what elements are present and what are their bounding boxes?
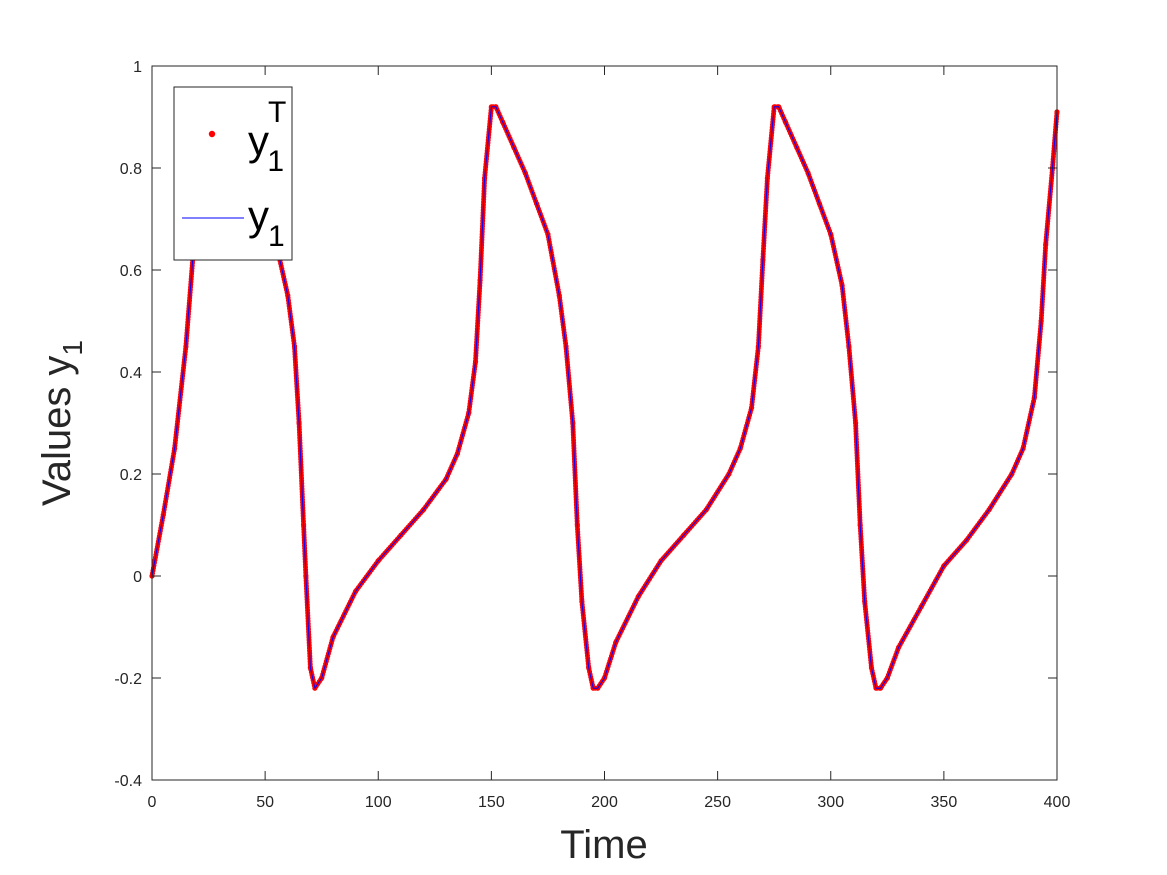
- legend-label-y1T-subscript: 1: [267, 145, 284, 178]
- y-tick-label: 1: [133, 59, 142, 76]
- legend-label-y1T: yT 1: [248, 96, 286, 178]
- x-tick-label: 150: [478, 794, 505, 811]
- legend-label-y1T-superscript: T: [268, 96, 286, 129]
- y-axis-ticks: -0.4 -0.2 0 0.2 0.4 0.6 0.8 1: [114, 59, 1057, 790]
- legend-label-y1: y1: [248, 192, 285, 253]
- y-tick-label: 0.2: [120, 467, 142, 484]
- legend-label-y1-subscript: 1: [268, 220, 285, 253]
- x-tick-label: 300: [817, 794, 844, 811]
- y-tick-label: 0.8: [120, 161, 142, 178]
- y-axis-title-subscript: 1: [57, 340, 88, 356]
- x-axis-ticks: 0 50 100 150 200 250 300 350 400: [148, 66, 1071, 811]
- y-axis-title: Values y1: [35, 340, 88, 506]
- x-tick-label: 0: [148, 794, 157, 811]
- x-tick-label: 250: [704, 794, 731, 811]
- y-tick-label: -0.2: [114, 671, 142, 688]
- legend-label-y1T-base: y: [248, 117, 269, 164]
- y-axis-title-base: Values y: [35, 356, 79, 506]
- legend-box: [173, 86, 293, 261]
- plot-area: [152, 66, 1057, 780]
- legend-label-y1-base: y: [248, 192, 269, 239]
- legend-marker-y1T: [208, 130, 216, 138]
- y-tick-label: 0: [133, 569, 142, 586]
- x-tick-label: 50: [256, 794, 274, 811]
- series-y1-line: [151, 106, 1058, 689]
- y-tick-label: 0.6: [120, 263, 142, 280]
- y-tick-label: 0.4: [120, 365, 142, 382]
- y-tick-label: -0.4: [114, 773, 142, 790]
- x-tick-label: 350: [931, 794, 958, 811]
- x-tick-label: 100: [365, 794, 392, 811]
- x-axis-title: Time: [560, 823, 647, 867]
- x-tick-label: 400: [1044, 794, 1071, 811]
- legend: yT 1 y1: [173, 86, 293, 261]
- x-tick-label: 200: [591, 794, 618, 811]
